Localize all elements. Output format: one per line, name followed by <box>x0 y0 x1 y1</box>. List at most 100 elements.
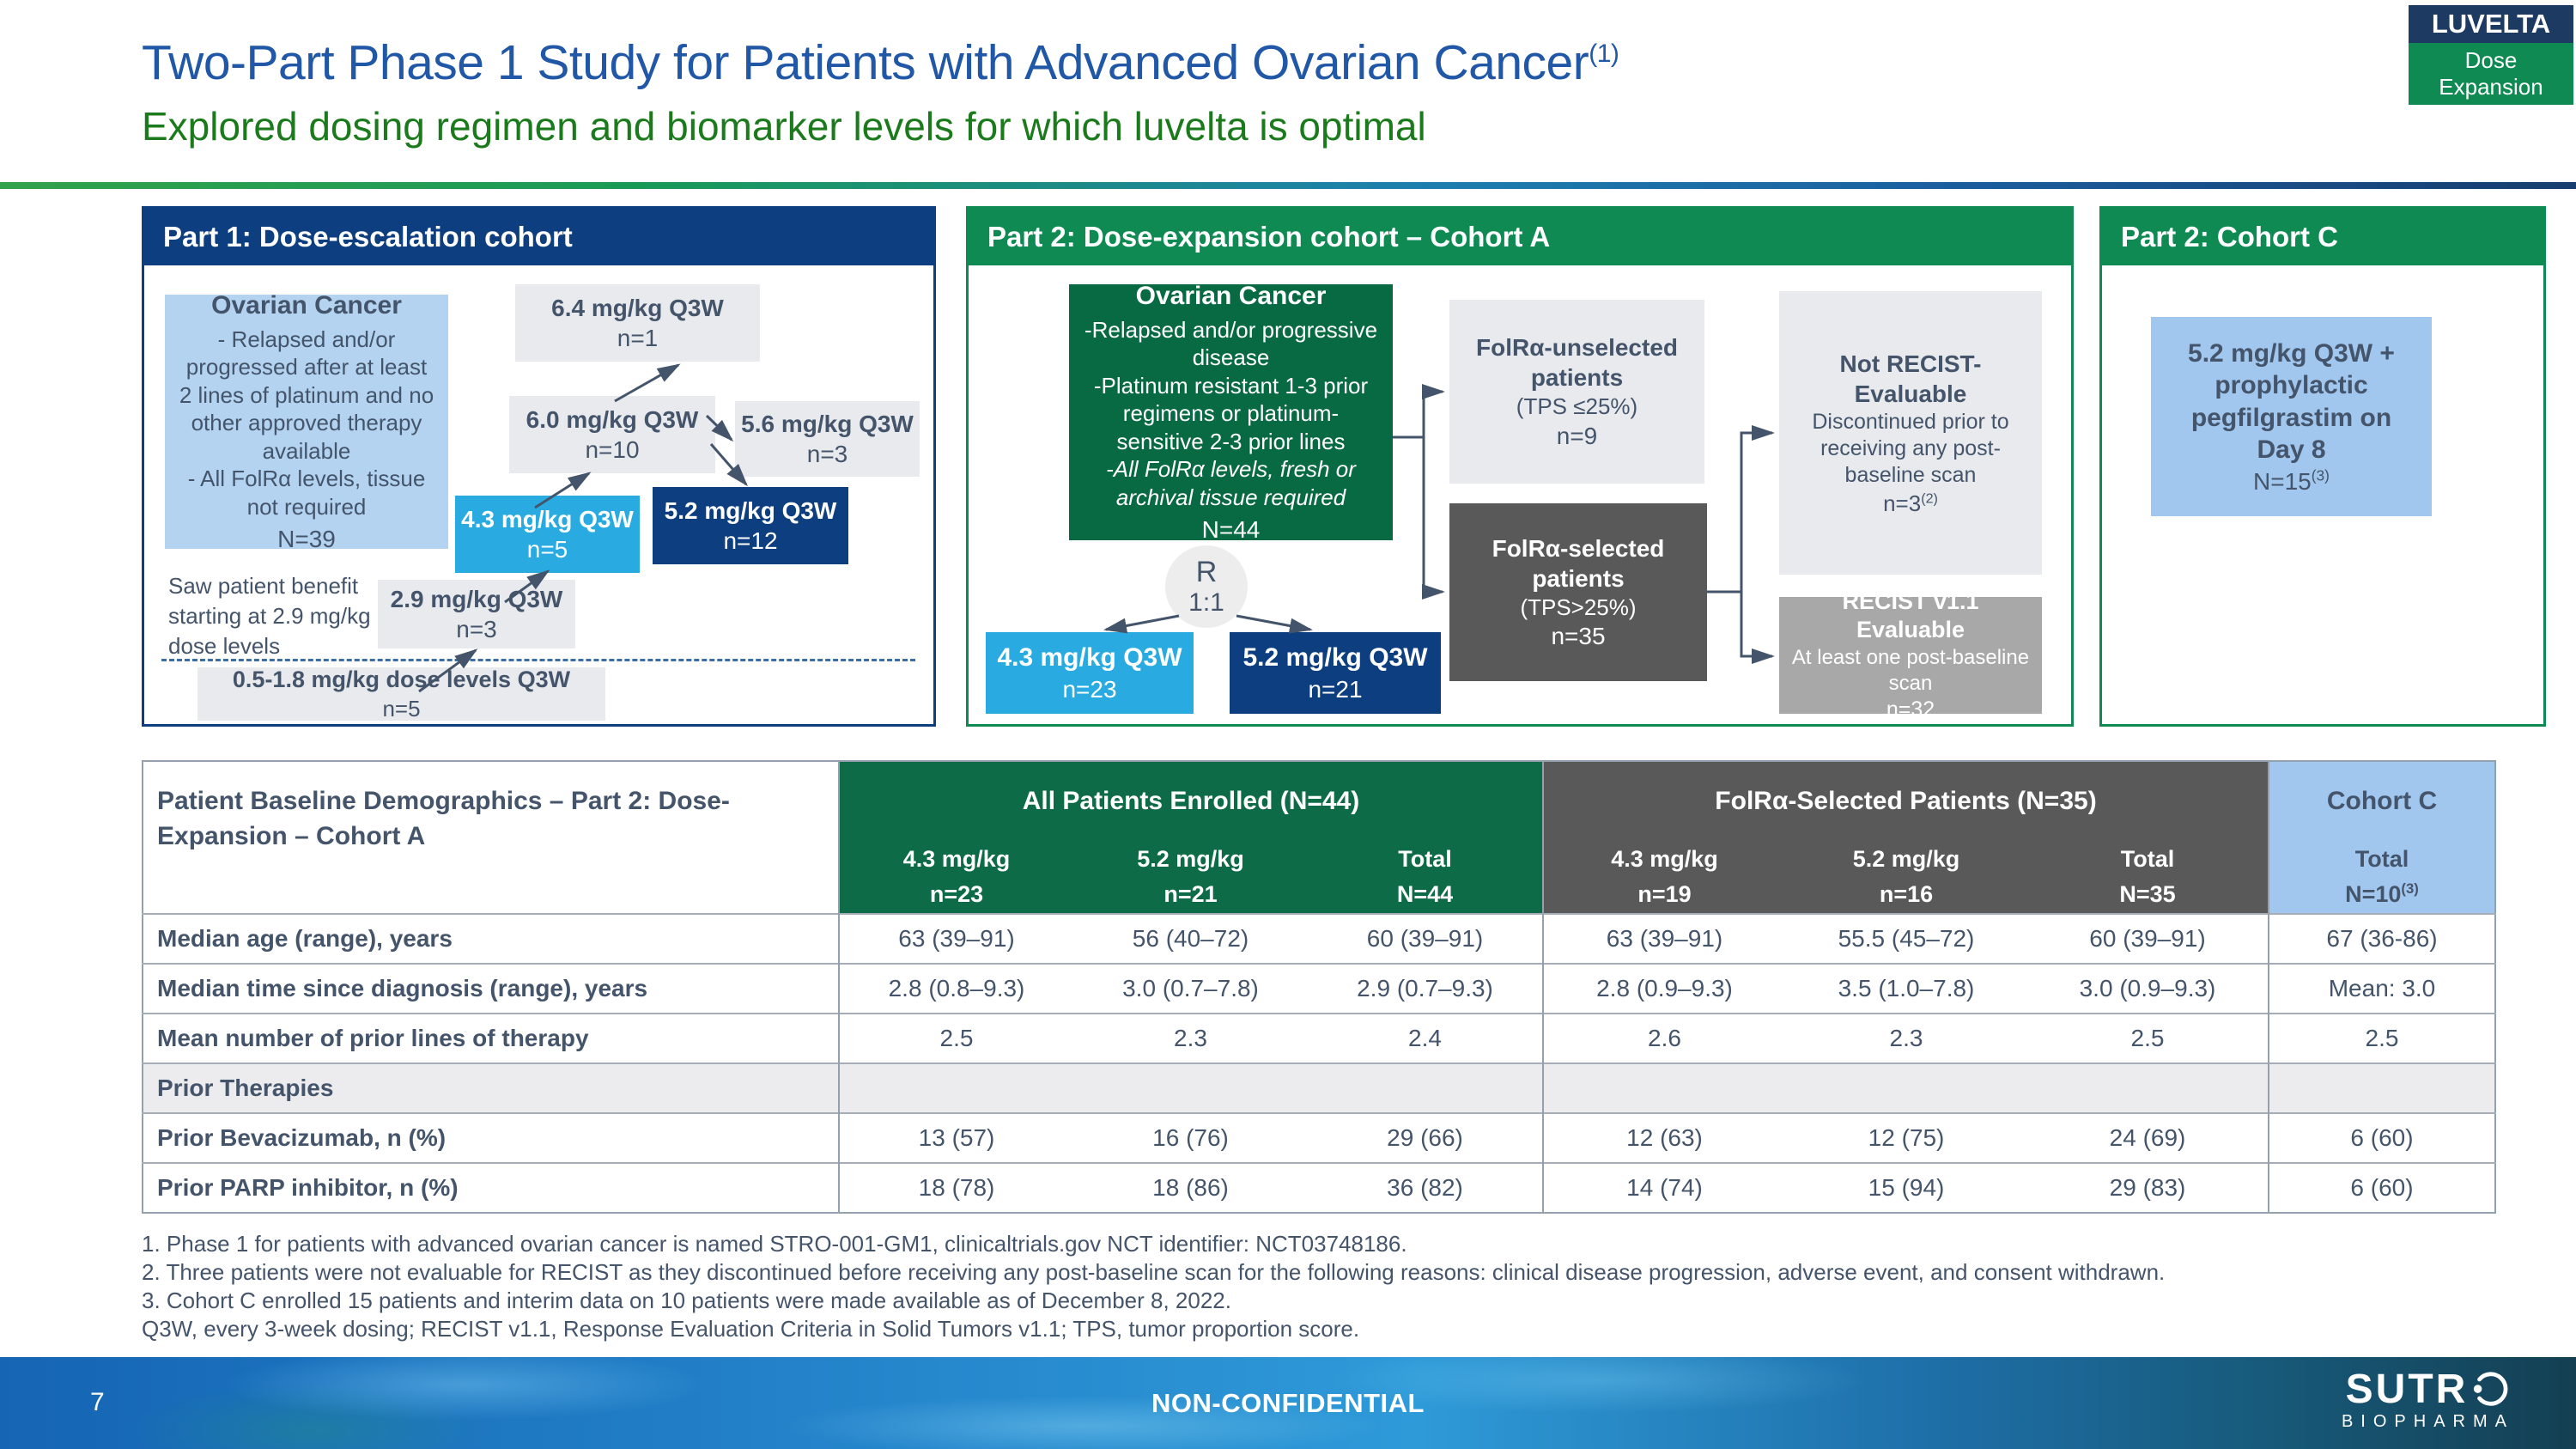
dose-box-6-0: 6.0 mg/kg Q3W n=10 <box>509 396 715 473</box>
footer-bar: 7 NON-CONFIDENTIAL SUTR BIOPHARMA <box>0 1357 2576 1449</box>
row-label: Prior Therapies <box>143 1062 840 1113</box>
header-divider <box>0 182 2576 189</box>
table-cell <box>1543 1062 1785 1113</box>
table-row: Prior PARP inhibitor, n (%) 18 (78) 18 (86… <box>143 1162 2495 1213</box>
table-cell: 15 (94) <box>1785 1162 2027 1213</box>
table-cell: 2.4 <box>1308 1013 1544 1063</box>
demographics-table: Patient Baseline Demographics – Part 2: … <box>142 760 2496 1214</box>
group-title: FolRα-unselected patients <box>1475 334 1679 392</box>
entry-line: -Platinum resistant 1-3 prior regimens o… <box>1093 372 1369 454</box>
table-cell: 16 (76) <box>1073 1112 1308 1163</box>
randomization-r: R <box>1195 555 1218 588</box>
dose-n: n=1 <box>617 325 659 351</box>
dose-label: 0.5-1.8 mg/kg dose levels Q3W <box>232 666 571 692</box>
dose-threshold-divider <box>161 659 915 661</box>
badge-tagline: Dose Expansion <box>2409 43 2573 105</box>
group-title: Not RECIST-Evaluable <box>1839 350 1982 407</box>
footnote: 3. Cohort C enrolled 15 patients and int… <box>142 1288 1231 1313</box>
table-cell <box>2027 1062 2269 1113</box>
table-row: Prior Therapies <box>143 1062 2495 1113</box>
dose-label: 5.2 mg/kg Q3W <box>664 497 837 524</box>
part2a-flow-arrows <box>1103 384 1775 664</box>
dose-label: 6.0 mg/kg Q3W <box>526 406 699 433</box>
group-desc: At least one post-baseline scan <box>1791 646 2030 696</box>
dose-n: n=21 <box>1308 675 1363 703</box>
dose-n: n=5 <box>382 695 421 721</box>
table-cell: 3.0 (0.7–7.8) <box>1073 963 1308 1014</box>
table-cell: 14 (74) <box>1543 1162 1785 1213</box>
table-cell: 6 (60) <box>2269 1112 2495 1163</box>
entry-n: N=39 <box>277 526 336 552</box>
logo-subtext: BIOPHARMA <box>2341 1412 2514 1431</box>
part2c-body: 5.2 mg/kg Q3W + prophylactic pegfilgrast… <box>2102 265 2543 724</box>
dose-box-5-6: 5.6 mg/kg Q3W n=3 <box>735 401 920 477</box>
group-n: n=32 <box>1886 697 1935 722</box>
entry-line: -Relapsed and/or progressive disease <box>1084 316 1378 371</box>
table-cell: 63 (39–91) <box>839 913 1073 964</box>
row-label: Prior PARP inhibitor, n (%) <box>143 1162 840 1213</box>
entry-n: N=44 <box>1201 516 1261 543</box>
table-cell: 29 (66) <box>1308 1112 1544 1163</box>
table-cell: 3.5 (1.0–7.8) <box>1785 963 2027 1014</box>
table-cell: 2.5 <box>2027 1013 2269 1063</box>
row-label: Prior Bevacizumab, n (%) <box>143 1112 840 1163</box>
table-cell: 2.9 (0.7–9.3) <box>1308 963 1544 1014</box>
group-header-all-patients: All Patients Enrolled (N=44) <box>839 761 1544 840</box>
table-cell <box>2269 1062 2495 1113</box>
dose-label: 4.3 mg/kg Q3W <box>997 643 1182 673</box>
part1-header: Part 1: Dose-escalation cohort <box>144 209 933 265</box>
dose-label: 6.4 mg/kg Q3W <box>551 295 724 321</box>
table-cell <box>1785 1062 2027 1113</box>
col-header: Total N=10(3) <box>2269 840 2495 914</box>
table-cell: 63 (39–91) <box>1543 913 1785 964</box>
confidentiality-label: NON-CONFIDENTIAL <box>1151 1388 1425 1418</box>
table-cell: 55.5 (45–72) <box>1785 913 2027 964</box>
table-cell: 2.3 <box>1073 1013 1308 1063</box>
part2a-panel: Part 2: Dose-expansion cohort – Cohort A… <box>966 206 2074 727</box>
entry-line-italic: -All FolRα levels, fresh or archival tis… <box>1106 456 1356 510</box>
page-subtitle: Explored dosing regimen and biomarker le… <box>142 104 1426 149</box>
sutro-biopharma-logo: SUTR BIOPHARMA <box>2342 1369 2514 1432</box>
badge-product-name: LUVELTA <box>2409 5 2573 43</box>
randomization-ratio: 1:1 <box>1188 588 1224 618</box>
table-cell: 2.5 <box>2269 1013 2495 1063</box>
table-row: Median time since diagnosis (range), yea… <box>143 963 2495 1014</box>
folra-selected-box: FolRα-selected patients (TPS>25%) n=35 <box>1449 503 1707 681</box>
footnote-ref: (3) <box>2311 466 2330 484</box>
table-row: Prior Bevacizumab, n (%) 13 (57) 16 (76) 29… <box>143 1112 2495 1163</box>
entry-title: Ovarian Cancer <box>1135 282 1327 310</box>
footnote: 1. Phase 1 for patients with advanced ov… <box>142 1231 1407 1257</box>
dose-n: n=5 <box>526 536 568 563</box>
group-n: n=3(2) <box>1883 490 1938 516</box>
table-cell: Mean: 3.0 <box>2269 963 2495 1014</box>
dose-label: 2.9 mg/kg Q3W <box>390 586 563 612</box>
table-cell: 13 (57) <box>839 1112 1073 1163</box>
col-header: 4.3 mg/kg n=23 <box>839 840 1073 914</box>
col-header: 4.3 mg/kg n=19 <box>1543 840 1785 914</box>
table-cell: 67 (36-86) <box>2269 913 2495 964</box>
dose-box-low: 0.5-1.8 mg/kg dose levels Q3W n=5 <box>197 667 605 721</box>
table-cell: 2.5 <box>839 1013 1073 1063</box>
part1-note: Saw patient benefit starting at 2.9 mg/k… <box>168 573 371 660</box>
group-tps: (TPS>25%) <box>1520 594 1637 620</box>
part2a-header: Part 2: Dose-expansion cohort – Cohort A <box>969 209 2071 265</box>
table-row: Mean number of prior lines of therapy 2.5… <box>143 1013 2495 1063</box>
not-recist-evaluable-box: Not RECIST-Evaluable Discontinued prior … <box>1779 291 2042 575</box>
dose-label: 5.2 mg/kg Q3W <box>1242 643 1428 673</box>
dose-box-6-4: 6.4 mg/kg Q3W n=1 <box>515 284 760 362</box>
table-cell: 2.6 <box>1543 1013 1785 1063</box>
recist-evaluable-box: RECIST v1.1 Evaluable At least one post-… <box>1779 588 2042 721</box>
dose-n: n=3 <box>456 616 497 642</box>
table-cell <box>1308 1062 1544 1113</box>
col-header: 5.2 mg/kg n=21 <box>1073 840 1308 914</box>
dose-box-5-2: 5.2 mg/kg Q3W n=12 <box>653 487 848 564</box>
dose-label: 5.6 mg/kg Q3W <box>741 411 914 437</box>
col-header: Total N=44 <box>1308 840 1544 914</box>
table-cell: 24 (69) <box>2027 1112 2269 1163</box>
part1-entry-box: Ovarian Cancer - Relapsed and/or progres… <box>165 291 448 552</box>
table-cell: 56 (40–72) <box>1073 913 1308 964</box>
table-row: Median age (range), years 63 (39–91) 56 (4… <box>143 913 2495 964</box>
row-label: Mean number of prior lines of therapy <box>143 1013 840 1063</box>
row-label: Median age (range), years <box>143 913 840 964</box>
